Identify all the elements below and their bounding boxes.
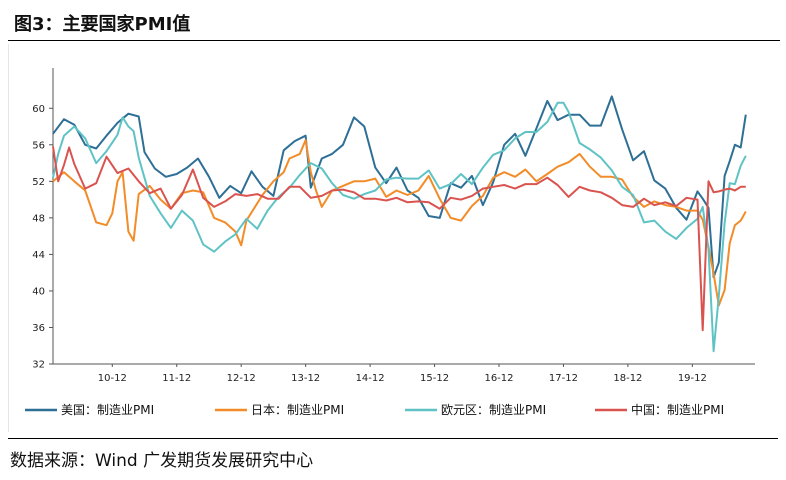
x-tick-label: 11-12 [162, 373, 191, 384]
x-tick-label: 16-12 [484, 373, 513, 384]
x-tick-label: 13-12 [291, 373, 320, 384]
legend-label-2: 日本：制造业PMI [251, 403, 344, 417]
x-tick-label: 15-12 [420, 373, 449, 384]
x-tick-label: 18-12 [613, 373, 642, 384]
x-tick-label: 10-12 [98, 373, 127, 384]
y-tick-label: 48 [32, 213, 45, 224]
series-line-2 [52, 139, 747, 307]
series-line-3 [52, 101, 747, 353]
y-tick-label: 52 [32, 177, 45, 188]
x-tick-label: 17-12 [549, 373, 578, 384]
y-tick-label: 32 [32, 360, 45, 371]
y-tick-label: 44 [32, 250, 45, 261]
data-source-note: 数据来源：Wind 广发期货发展研究中心 [10, 451, 314, 471]
figure-title: 图3：主要国家PMI值 [14, 14, 191, 35]
series-line-4 [52, 146, 746, 332]
y-tick-label: 36 [32, 323, 45, 334]
pmi-line-chart: 32 36 40 44 48 52 56 60 10-12 11-12 12-12 13-12 14-1… [25, 68, 755, 417]
source-divider [8, 438, 778, 439]
x-tick-label: 14-12 [356, 373, 385, 384]
chart-legend: 美国：制造业PMI 日本：制造业PMI 欧元区：制造业PMI 中国：制造业PMI [25, 402, 724, 417]
series-line-1 [52, 95, 747, 279]
y-tick-label: 60 [32, 104, 45, 115]
chart-axes: 32 36 40 44 48 52 56 60 10-12 11-12 12-12 13-12 14-1… [32, 68, 755, 384]
series-layer [52, 95, 747, 353]
x-tick-label: 19-12 [678, 373, 707, 384]
y-tick-label: 56 [32, 140, 45, 151]
legend-label-1: 美国：制造业PMI [61, 403, 154, 417]
legend-label-4: 中国：制造业PMI [631, 402, 724, 417]
y-tick-label: 40 [32, 286, 45, 297]
legend-label-3: 欧元区：制造业PMI [441, 403, 546, 417]
chart-frame: 32 36 40 44 48 52 56 60 10-12 11-12 12-12 13-12 14-1… [8, 44, 779, 432]
title-bar: 图3：主要国家PMI值 [8, 4, 780, 41]
x-tick-label: 12-12 [227, 373, 256, 384]
